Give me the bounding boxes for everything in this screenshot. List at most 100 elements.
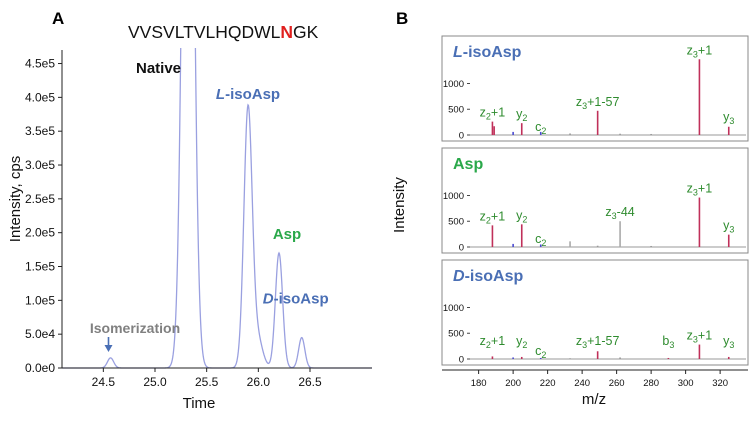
y-tick-label: 500 <box>448 105 464 116</box>
chromatogram-panel: A VVSVLTVLHQDWLNGK 0.0e0 5.0e4 1.0e5 1.5e5 2.0… <box>7 9 372 412</box>
y-tick-label: 1000 <box>443 303 464 314</box>
ion-type: z <box>480 209 486 223</box>
panel-label-b: B <box>396 9 408 28</box>
fragment-ion-label: z2+1 <box>480 209 506 225</box>
ion-type: c <box>535 120 541 134</box>
y-axis-label: Intensity <box>391 177 408 233</box>
ion-index: 2 <box>522 340 527 350</box>
peak-annotation: Asp <box>273 226 301 243</box>
y-axis-label: Intensity, cps <box>7 156 24 242</box>
y-tick-label: 3.0e5 <box>25 158 55 172</box>
fragment-ion-label: z3+1-57 <box>576 95 620 111</box>
fragment-ion-label: z3+1 <box>687 182 713 198</box>
x-tick-label: 25.0 <box>143 375 167 389</box>
y-tick-label: 0 <box>459 355 464 366</box>
y-tick-label: 2.5e5 <box>25 192 55 206</box>
ion-type: z <box>576 95 582 109</box>
ion-index: 2 <box>486 340 491 350</box>
chromatogram-trace <box>62 48 372 369</box>
ion-index: 2 <box>522 113 527 123</box>
subpanel-frame <box>441 147 749 254</box>
ion-type: z <box>605 205 611 219</box>
y-tick-label: 5.0e4 <box>25 327 55 341</box>
ion-index: 3 <box>693 188 698 198</box>
subpanel-title: Asp <box>453 156 483 173</box>
fragment-ion-label: z2+1 <box>480 334 506 350</box>
x-tick-label: 24.5 <box>92 375 116 389</box>
annotation-text: Native <box>136 60 181 77</box>
x-tick-label: 280 <box>643 378 659 389</box>
ion-type: y <box>516 208 523 222</box>
x-axis-label: Time <box>183 395 216 412</box>
ion-type: y <box>516 107 523 121</box>
peptide-sequence-prefix: VVSVLTVLHQDWL <box>128 22 281 42</box>
ion-index: 2 <box>541 126 546 136</box>
subpanel-title: L-isoAsp <box>453 44 522 61</box>
subpanel-title-text: Asp <box>453 156 483 173</box>
subpanel-frame <box>441 259 749 366</box>
fragment-ion-label: c2 <box>535 232 546 248</box>
annotation-text: Asp <box>273 226 301 243</box>
ion-index: 3 <box>729 340 734 350</box>
fragment-ion-label: z3+1 <box>687 329 713 345</box>
ion-index: 2 <box>541 350 546 360</box>
x-tick-label: 180 <box>471 378 487 389</box>
ion-type: c <box>535 344 541 358</box>
subpanel-frame <box>441 35 749 142</box>
ion-type: z <box>480 106 486 120</box>
isomerization-arrow-head <box>104 345 113 352</box>
y-tick-label: 1000 <box>443 191 464 202</box>
ion-type: z <box>687 182 693 196</box>
ion-index: 3 <box>612 211 617 221</box>
ion-type: y <box>723 110 730 124</box>
fragment-ion-label: y3 <box>723 219 734 235</box>
y-tick-label: 0 <box>459 243 464 254</box>
x-tick-label: 25.5 <box>195 375 219 389</box>
peptide-sequence-highlight: N <box>280 22 293 42</box>
y-tick-label: 1.5e5 <box>25 260 55 274</box>
annotation-italic-part: D <box>263 291 274 308</box>
ion-index: 2 <box>486 215 491 225</box>
ion-index: 2 <box>486 112 491 122</box>
ion-index: 3 <box>693 335 698 345</box>
ion-type: z <box>687 43 693 57</box>
peptide-sequence-suffix: GK <box>293 22 319 42</box>
subpanel-title-text: -isoAsp <box>465 268 524 285</box>
ion-type: y <box>516 334 523 348</box>
ion-suffix: +1-57 <box>587 95 619 109</box>
ion-index: 3 <box>729 116 734 126</box>
ion-index: 3 <box>729 225 734 235</box>
ion-type: c <box>535 232 541 246</box>
subpanel-title-italic: L <box>453 44 463 61</box>
y-tick-label: 0.0e0 <box>25 361 55 375</box>
fragment-ion-label: z2+1 <box>480 106 506 122</box>
x-tick-label: 240 <box>574 378 590 389</box>
peptide-sequence-title: VVSVLTVLHQDWLNGK <box>128 22 319 42</box>
annotation-text: -isoAsp <box>274 291 329 308</box>
x-tick-label: 260 <box>609 378 625 389</box>
fragment-ion-label: y2 <box>516 208 527 224</box>
ion-suffix: +1-57 <box>587 334 619 348</box>
fragment-ion-label: y3 <box>723 334 734 350</box>
ion-type: b <box>662 334 669 348</box>
ion-suffix: +1 <box>698 329 712 343</box>
panel-label-a: A <box>52 9 64 28</box>
ion-suffix: +1 <box>698 182 712 196</box>
x-tick-label: 220 <box>540 378 556 389</box>
peak-annotation: D-isoAsp <box>263 291 329 308</box>
annotation-text: -isoAsp <box>225 86 280 103</box>
subpanel-title-text: -isoAsp <box>463 44 522 61</box>
ion-suffix: +1 <box>491 106 505 120</box>
y-tick-label: 0 <box>459 131 464 142</box>
subpanel-title: D-isoAsp <box>453 268 523 285</box>
ion-suffix: +1 <box>491 209 505 223</box>
x-tick-label: 200 <box>505 378 521 389</box>
y-tick-label: 4.0e5 <box>25 90 55 104</box>
ion-type: y <box>723 219 730 233</box>
fragment-ion-label: z3+1 <box>687 43 713 59</box>
ion-index: 2 <box>541 238 546 248</box>
